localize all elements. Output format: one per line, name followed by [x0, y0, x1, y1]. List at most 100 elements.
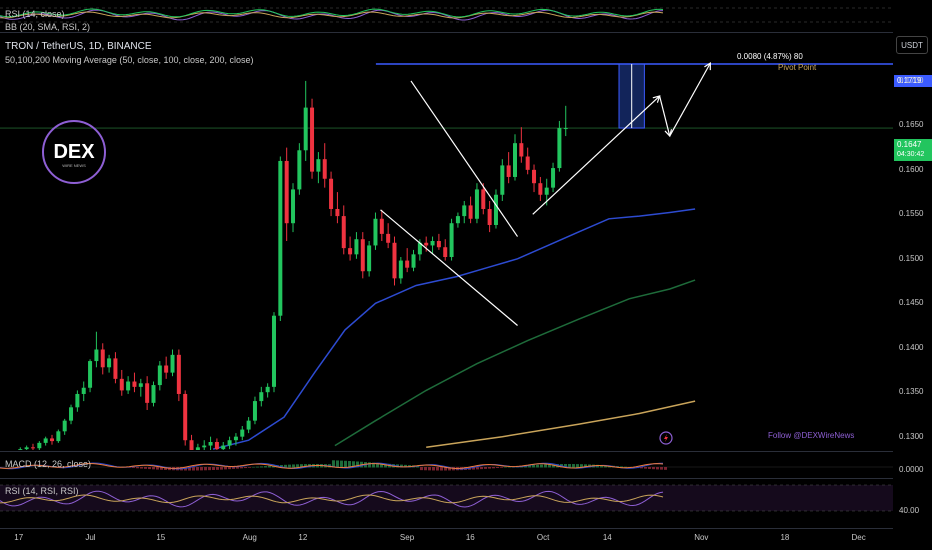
macd-histogram-bar: [384, 463, 387, 468]
macd-histogram-bar: [480, 467, 483, 470]
ma200-line: [426, 400, 696, 449]
candle-body: [297, 150, 302, 190]
candle: [240, 425, 245, 441]
macd-histogram-bar: [572, 464, 575, 468]
macd-histogram-bar: [640, 467, 643, 469]
candle: [474, 183, 479, 224]
macd-histogram-bar: [252, 466, 255, 468]
macd-histogram-bar: [220, 467, 223, 470]
macd-signal-line: [0, 462, 664, 470]
macd-histogram-bar: [212, 467, 215, 470]
candle-body: [493, 194, 498, 225]
time-tick-label: Sep: [399, 533, 415, 542]
candle: [367, 241, 372, 277]
candle: [449, 218, 454, 261]
candle: [214, 438, 219, 450]
candle-body: [271, 315, 276, 387]
price-tick-label: 0.1400: [899, 342, 924, 352]
candle-body: [373, 218, 378, 246]
macd-histogram-bar: [548, 464, 551, 468]
candle-body: [462, 205, 467, 217]
trend-line: [380, 209, 518, 326]
candle-body: [519, 143, 524, 157]
macd-histogram-bar: [348, 461, 351, 468]
macd-histogram-bar: [132, 467, 135, 468]
symbol-title[interactable]: TRON / TetherUS, 1D, BINANCE: [5, 41, 152, 52]
candle: [563, 105, 568, 137]
candle: [392, 236, 397, 286]
candle-body: [379, 218, 384, 234]
target-price-tag: 0.1719: [894, 75, 932, 87]
candle: [94, 331, 99, 368]
candle: [278, 156, 283, 322]
lightning-icon[interactable]: [659, 431, 673, 445]
candle: [113, 352, 118, 384]
rsi-pane: RSI (14, RSI, RSI): [0, 479, 893, 527]
main-price-chart[interactable]: [0, 32, 893, 450]
current-price-value: 0.1647: [897, 140, 922, 149]
current-price-tag: 0.1647 04:30:42: [894, 139, 932, 161]
follow-label[interactable]: Follow @DEXWireNews: [768, 431, 855, 440]
candle-body: [398, 260, 403, 279]
macd-histogram-bar: [296, 464, 299, 468]
top-rsi-ma-line: [0, 11, 664, 19]
candle-body: [329, 178, 334, 209]
candle-body: [341, 216, 346, 249]
macd-histogram-bar: [216, 467, 219, 470]
macd-histogram-bar: [432, 467, 435, 471]
macd-histogram-bar: [264, 466, 267, 468]
arrow-head: [704, 62, 711, 71]
macd-histogram-bar: [420, 467, 423, 471]
candle-body: [417, 242, 422, 255]
macd-histogram-bar: [156, 467, 159, 470]
top-rsi-pane: RSI (14, close) BB (20, SMA, RSI, 2): [0, 0, 893, 32]
candle: [18, 447, 23, 450]
candle-body: [30, 447, 35, 449]
macd-histogram-bar: [224, 467, 227, 470]
rsi-band-fill: [0, 485, 893, 511]
candle: [208, 436, 213, 450]
macd-histogram-bar: [508, 466, 511, 468]
top-rsi-svg: [0, 7, 893, 23]
candle-body: [455, 216, 460, 224]
rsi-title[interactable]: RSI (14, RSI, RSI): [5, 486, 79, 496]
macd-title[interactable]: MACD (12, 26, close): [5, 459, 92, 469]
candle: [329, 171, 334, 217]
macd-histogram-bar: [600, 465, 603, 468]
candle-body: [202, 445, 207, 448]
ma100-line: [334, 279, 696, 447]
candle: [551, 162, 556, 193]
candle: [506, 152, 511, 184]
macd-histogram-bar: [188, 467, 191, 471]
candle-body: [506, 165, 511, 177]
pivot-point-label: Pivot Point: [778, 63, 817, 72]
candle: [202, 440, 207, 450]
macd-histogram-bar: [196, 467, 199, 471]
candle-body: [500, 165, 505, 195]
candle-body: [227, 440, 232, 446]
ma-legend[interactable]: 50,100,200 Moving Average (50, close, 10…: [5, 55, 254, 65]
pane-separator: [0, 478, 893, 479]
candle: [512, 134, 517, 181]
current-price-countdown: 04:30:42: [897, 151, 925, 158]
macd-histogram-bar: [192, 467, 195, 471]
candle: [386, 223, 391, 249]
svg-text:DEX: DEX: [53, 141, 95, 163]
currency-button[interactable]: USDT: [896, 36, 928, 54]
time-tick-label: Oct: [536, 533, 550, 542]
macd-histogram-bar: [436, 467, 439, 471]
candle: [519, 127, 524, 163]
candle-body: [265, 386, 270, 393]
macd-histogram-bar: [552, 464, 555, 468]
macd-histogram-bar: [648, 467, 651, 469]
macd-histogram-bar: [260, 466, 263, 468]
candle-body: [538, 183, 543, 195]
macd-histogram-bar: [240, 467, 243, 469]
candle: [322, 143, 327, 188]
candle-body: [113, 358, 118, 379]
candle-body: [164, 365, 169, 373]
candle-body: [18, 449, 23, 450]
time-tick-label: Jul: [85, 533, 96, 542]
macd-histogram-bar: [424, 467, 427, 471]
candle-body: [208, 441, 213, 446]
